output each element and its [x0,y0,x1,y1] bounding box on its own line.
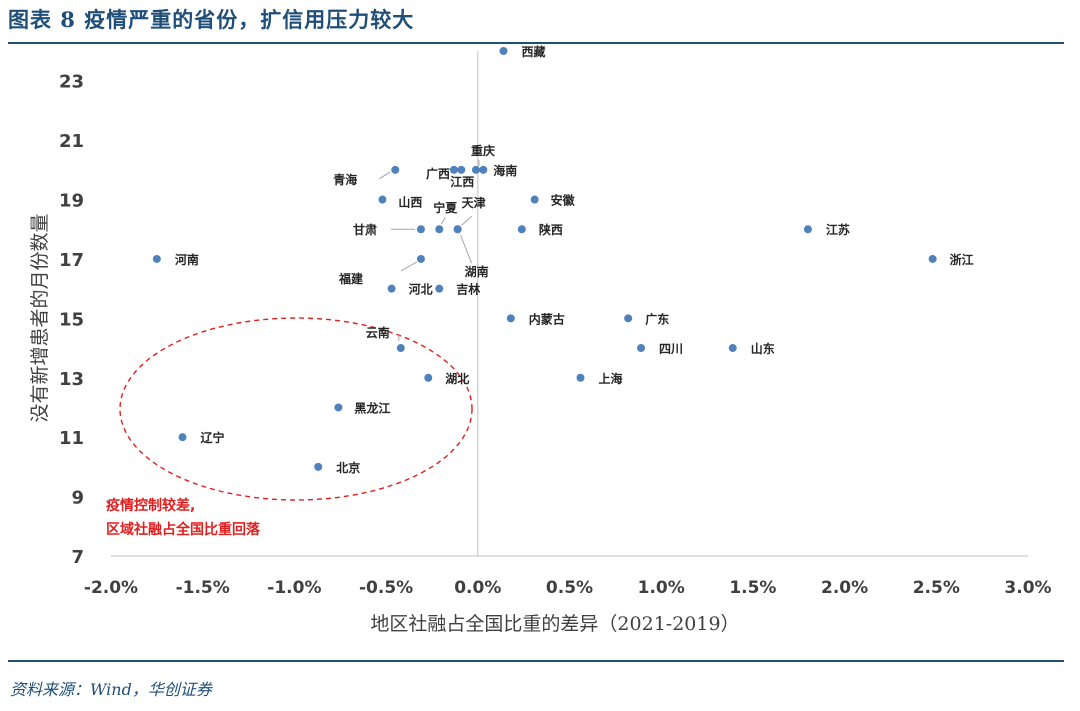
point-label: 四川 [659,342,683,356]
point-label: 安徽 [551,193,576,208]
point-label: 天津 [462,195,486,210]
data-point [334,403,343,412]
footer-divider [8,660,1064,662]
data-point [576,373,585,382]
y-tick-label: 19 [59,191,84,212]
data-point [314,462,323,471]
data-point [453,225,462,234]
x-tick-label: 1.5% [729,578,776,598]
x-tick-label: -2.0% [84,578,138,598]
y-tick-label: 11 [59,428,84,449]
data-point [506,314,515,323]
data-point [517,225,526,234]
point-label: 吉林 [456,282,480,297]
point-label: 内蒙古 [529,311,565,326]
point-label: 云南 [366,325,390,340]
point-label: 山东 [751,341,775,356]
leader-line [460,235,473,264]
data-point [803,225,812,234]
point-label: 河南 [174,252,199,267]
data-point [728,344,737,353]
x-tick-label: 2.0% [821,578,868,598]
y-tick-label: 13 [59,369,84,390]
point-label: 山西 [398,195,422,210]
scatter-chart: -2.0% -1.5% -1.0% -0.5% 0.0% 0.5% 1.0% 1.5% 2.0%… [29,44,1052,635]
data-point [624,314,633,323]
data-point [499,47,508,55]
point-label: 福建 [338,271,364,286]
x-tick-label: -1.5% [176,578,230,598]
point-label: 浙江 [950,252,974,267]
data-point [530,195,539,204]
point-label: 海南 [493,163,517,178]
data-point [378,195,387,204]
y-tick-label: 15 [59,309,84,330]
point-label: 湖南 [465,264,489,279]
y-tick-label: 17 [59,250,84,271]
data-point [435,284,444,293]
point-label: 广东 [645,311,669,326]
point-label: 江西 [450,174,474,189]
data-point [435,225,444,234]
data-point [416,225,425,234]
data-point [424,373,433,382]
annotation-line-2: 区域社融占全国比重回落 [106,521,261,538]
x-tick-label: 0.0% [454,578,501,598]
data-point [457,165,466,174]
y-axis-title: 没有新增患者的月份数量 [29,213,51,422]
point-label: 广西 [426,166,450,181]
x-axis-title: 地区社融占全国比重的差异（2021-2019） [370,613,739,635]
x-tick-label: -1.0% [267,578,321,598]
point-label: 北京 [336,460,360,475]
highlight-ellipse [119,317,473,501]
title-divider [8,42,1064,44]
data-point [152,254,161,263]
point-label: 上海 [599,371,623,386]
leader-line [461,215,472,226]
data-point [471,165,480,174]
point-label: 西藏 [521,44,545,59]
data-point [387,284,396,293]
data-point [178,433,187,442]
point-label: 青海 [333,172,357,187]
data-point [637,344,646,353]
point-label: 宁夏 [433,200,458,215]
x-tick-label: 0.5% [546,578,593,598]
y-tick-label: 21 [59,131,84,152]
y-tick-label: 7 [71,547,84,568]
point-label: 陕西 [539,222,563,237]
point-label: 重庆 [471,143,495,158]
data-point [928,254,937,263]
data-point [416,254,425,263]
source-note: 资料来源：Wind，华创证券 [10,680,212,699]
page-title: 图表 8 疫情严重的省份，扩信用压力较大 [8,7,415,32]
annotation-line-1: 疫情控制较差, [106,497,195,514]
point-label: 湖北 [445,371,469,386]
data-point [449,165,458,174]
x-tick-label: 2.5% [913,578,960,598]
leader-line [440,216,446,225]
data-point [396,344,405,353]
data-point [391,165,400,174]
y-tick-label: 9 [71,488,84,509]
x-tick-label: -0.5% [359,578,413,598]
point-label: 甘肃 [353,222,377,237]
y-tick-label: 23 [59,72,84,93]
point-label: 江苏 [826,222,850,237]
point-label: 黑龙江 [354,400,390,415]
leader-line [400,261,418,272]
x-tick-label: 1.0% [638,578,685,598]
leader-line [379,171,391,180]
data-point [479,165,488,174]
point-label: 河北 [408,282,433,297]
point-label: 辽宁 [201,430,225,445]
x-tick-label: 3.0% [1004,578,1051,598]
